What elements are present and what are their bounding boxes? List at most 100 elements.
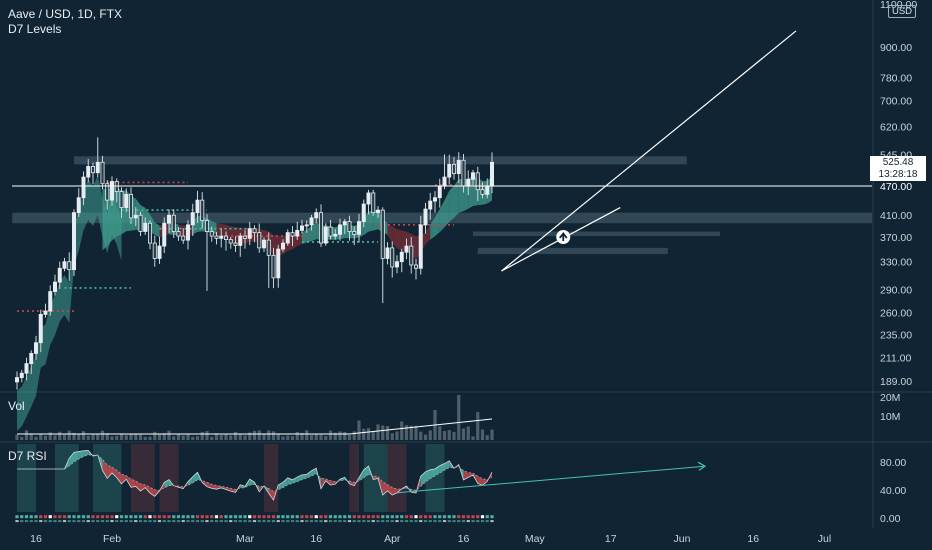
volume-bar: [476, 412, 480, 440]
volume-bar: [400, 421, 404, 440]
volume-bar: [438, 426, 442, 440]
signal-strip-bar: [457, 515, 461, 519]
signal-strip-bar: [347, 520, 352, 523]
rsi-pane-label[interactable]: D7 RSI: [8, 449, 47, 463]
candle-body: [375, 209, 380, 214]
volume-bar: [324, 435, 328, 440]
price-tick-label: 900.00: [880, 42, 912, 54]
signal-strip-bar: [233, 520, 238, 523]
time-tick-label: Jul: [818, 533, 831, 545]
candle-body: [409, 245, 414, 266]
rsi-fill-segment: [425, 469, 431, 483]
candle-body: [266, 239, 271, 256]
signal-strip-bar: [252, 520, 257, 523]
candle-body: [461, 159, 466, 187]
rsi-fill-segment: [463, 470, 469, 480]
candle-body: [157, 245, 162, 259]
cloud-segment: [373, 209, 378, 231]
signal-strip-bar: [224, 520, 228, 523]
volume-bar: [224, 434, 228, 440]
signal-strip-bar: [153, 520, 157, 523]
price-tick-label: 370.00: [880, 232, 912, 244]
candle-body: [385, 247, 390, 259]
signal-strip-bar: [319, 520, 323, 523]
currency-unit-button[interactable]: USD: [888, 5, 916, 18]
signal-strip-bar: [176, 515, 181, 519]
rsi-fill-segment: [278, 482, 283, 490]
candle-body: [53, 281, 58, 292]
candle-body: [295, 229, 300, 237]
signal-strip-bar: [328, 515, 333, 519]
signal-strip-bar: [490, 520, 494, 523]
volume-bar: [157, 433, 162, 440]
signal-strip-bar: [390, 515, 394, 519]
volume-bar: [91, 434, 95, 440]
rsi-fill-segment: [140, 483, 146, 492]
rsi-fill-segment: [69, 452, 74, 466]
volume-bar: [409, 425, 413, 440]
volume-bar: [110, 436, 114, 440]
signal-strip-bar: [466, 520, 470, 523]
candle-body: [91, 166, 96, 174]
candle-body: [309, 217, 314, 226]
signal-strip-bar: [91, 520, 95, 523]
price-tick-label: 189.00: [880, 376, 912, 388]
cloud-segment: [154, 222, 160, 238]
signal-strip-bar: [167, 515, 171, 519]
volume-bar: [333, 432, 337, 440]
signal-strip-bar: [414, 515, 418, 519]
signal-strip-bar: [366, 520, 371, 523]
signal-strip-bar: [15, 520, 19, 523]
signal-strip-bar: [442, 520, 447, 523]
rsi-fill-segment: [468, 472, 473, 478]
candle-body: [171, 214, 176, 232]
signal-strip-bar: [67, 520, 71, 523]
candle-body: [404, 245, 409, 253]
cloud-segment: [425, 224, 431, 245]
cloud-segment: [444, 190, 450, 228]
candle-body: [276, 248, 281, 279]
candle-body: [271, 254, 276, 279]
volume-bar: [305, 430, 309, 440]
signal-strip-bar: [53, 515, 57, 519]
volume-bar: [124, 435, 128, 440]
signal-strip-bar: [385, 515, 390, 519]
signal-strip-bar: [210, 520, 214, 523]
signal-strip-bar: [452, 520, 456, 523]
volume-bar: [252, 430, 257, 440]
signal-strip-bar: [34, 515, 38, 519]
volume-bar: [29, 433, 33, 440]
signal-strip-bar: [352, 520, 356, 523]
candle-body: [19, 372, 24, 379]
volume-bar: [176, 434, 181, 440]
signal-strip-bar: [371, 515, 375, 519]
indicator-title[interactable]: D7 Levels: [8, 22, 62, 36]
cloud-segment: [454, 178, 459, 218]
signal-strip-bar: [352, 515, 356, 519]
cloud-segment: [449, 185, 454, 222]
signal-strip-bar: [309, 520, 314, 523]
volume-bar: [490, 429, 494, 440]
signal-strip-bar: [357, 515, 361, 519]
signal-strip-bar: [81, 520, 86, 523]
symbol-title[interactable]: Aave / USD, 1D, FTX: [8, 7, 123, 21]
signal-strip-bar: [328, 520, 333, 523]
signal-strip-bar: [86, 515, 90, 519]
signal-strip-bar: [381, 515, 385, 519]
signal-strip-bar: [428, 520, 432, 523]
signal-strip-bar: [433, 515, 437, 519]
candle-body: [314, 212, 319, 219]
candle-body: [299, 225, 304, 231]
signal-strip-bar: [257, 515, 261, 519]
time-tick-label: 16: [30, 533, 42, 545]
signal-strip-bar: [262, 515, 266, 519]
signal-strip-bar: [15, 515, 19, 519]
signal-strip-bar: [238, 515, 242, 519]
volume-bar: [96, 434, 100, 440]
signal-strip-bar: [148, 520, 152, 523]
volume-pane-label[interactable]: Vol: [8, 399, 25, 413]
volume-bar: [148, 436, 152, 440]
candle-body: [328, 226, 333, 237]
